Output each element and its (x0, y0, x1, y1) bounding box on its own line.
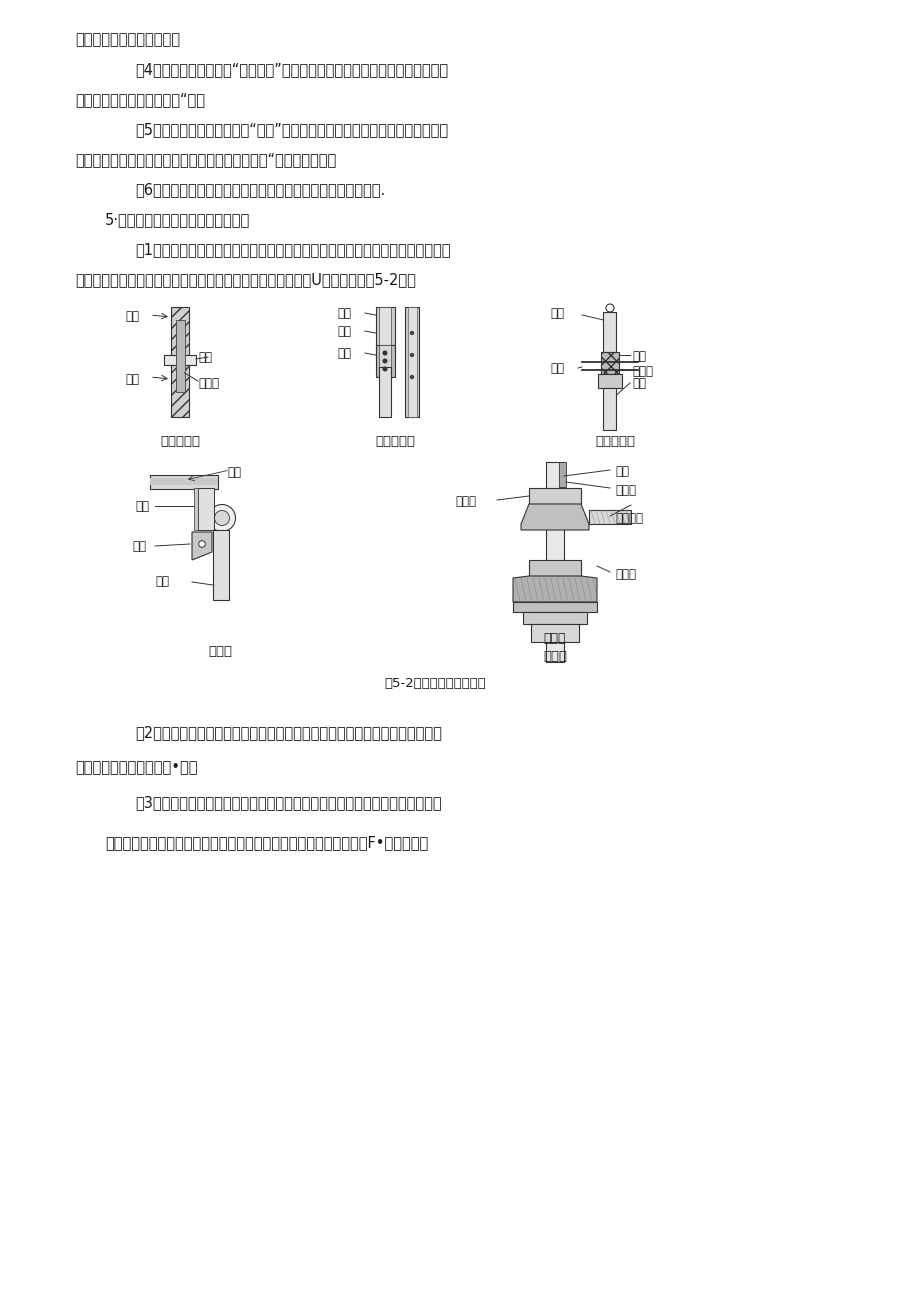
Bar (171, 307, 188, 359)
Bar (375, 307, 394, 359)
Circle shape (410, 376, 413, 379)
Text: 槽樱式: 槽樱式 (208, 645, 232, 658)
Text: 销杆: 销杆 (336, 347, 351, 360)
Bar (379, 367, 391, 418)
Text: 升降的悬空脚手架（其中实现整体提升者，也称为“整体提升脚手架: 升降的悬空脚手架（其中实现整体提升者，也称为“整体提升脚手架 (75, 152, 335, 167)
Bar (528, 559, 581, 576)
Text: 限位销: 限位销 (614, 484, 635, 497)
Text: 销子: 销子 (631, 350, 645, 363)
Bar (603, 312, 616, 353)
Text: 环套承接式: 环套承接式 (160, 435, 199, 448)
Text: 碗扣式: 碗扣式 (542, 650, 566, 664)
Text: 横杆: 横杆 (227, 466, 241, 479)
Text: （6）水平移动脚手架带行走装置的脚手架（段）或操作平台架.: （6）水平移动脚手架带行走装置的脚手架（段）或操作平台架. (135, 182, 385, 196)
Text: 图5-2承插连接构造的形式: 图5-2承插连接构造的形式 (384, 677, 485, 690)
Text: （2）扣接式脚手架使用扣件箍紧连接的脚手架，即靠拧紧扣件螺栓所产生的摩: （2）扣接式脚手架使用扣件箍紧连接的脚手架，即靠拧紧扣件螺栓所产生的摩 (135, 725, 441, 740)
Text: 内管: 内管 (336, 307, 351, 320)
Bar (164, 355, 196, 366)
Bar (528, 488, 581, 503)
Text: 上杆: 上杆 (125, 310, 139, 323)
Polygon shape (520, 503, 588, 530)
Circle shape (410, 332, 413, 334)
Text: （5）附着升降脚手架（简称“爬架”）附着于工程结构、依靠自身提升设备实现: （5）附着升降脚手架（简称“爬架”）附着于工程结构、依靠自身提升设备实现 (135, 122, 448, 137)
Text: 外管: 外管 (336, 325, 351, 338)
Polygon shape (192, 532, 211, 559)
Text: 当采用篮式作业架时，称为“吸篮: 当采用篮式作业架时，称为“吸篮 (75, 92, 205, 107)
Text: 套接销固式: 套接销固式 (375, 435, 414, 448)
Text: 调节划: 调节划 (631, 366, 652, 379)
Text: （4）悬吸脚手架（简称“吸脚手架”）悬吸于悬挑梁或工程结构之下的脚手架。: （4）悬吸脚手架（简称“吸脚手架”）悬吸于悬挑梁或工程结构之下的脚手架。 (135, 62, 448, 77)
Circle shape (214, 510, 229, 526)
Text: 连接棒: 连接棒 (198, 377, 219, 390)
Bar (603, 388, 616, 431)
Text: 螺旋销接式: 螺旋销接式 (595, 435, 634, 448)
Bar (404, 307, 418, 418)
Bar (559, 462, 565, 487)
Text: 立杆: 立杆 (614, 464, 629, 477)
Bar (198, 488, 214, 530)
Bar (176, 320, 185, 392)
Bar (194, 488, 198, 530)
Text: 手柄: 手柄 (550, 362, 563, 375)
Bar (375, 345, 394, 377)
Text: 下碗扣: 下碗扣 (614, 569, 635, 582)
Text: （3）销栓式脚手架采用对穿螺栓或销杆连接的脚手架，此种型式已很少使用。: （3）销栓式脚手架采用对穿螺栓或销杆连接的脚手架，此种型式已很少使用。 (135, 795, 441, 811)
Bar (213, 530, 229, 600)
Circle shape (383, 359, 386, 363)
Text: 体挑挂件上的定型脚手架。: 体挑挂件上的定型脚手架。 (75, 33, 180, 47)
Bar (522, 611, 586, 624)
Bar (530, 624, 578, 641)
Text: 下管: 下管 (631, 377, 645, 390)
Text: 环托: 环托 (198, 351, 211, 364)
Text: 式有插片和楷槽、插片和楷盘、插片和碗扣、套管与插头以及U形托挂等（图5-2）。: 式有插片和楷槽、插片和楷盘、插片和碗扣、套管与插头以及U形托挂等（图5-2）。 (75, 272, 415, 288)
Text: 横杆接如: 横杆接如 (614, 513, 642, 526)
Bar (171, 366, 188, 418)
Text: 碗扣式: 碗扣式 (543, 632, 565, 645)
Circle shape (410, 354, 413, 356)
Text: 上碗扣: 上碗扣 (455, 494, 475, 507)
Circle shape (199, 541, 205, 548)
Text: 下杆: 下杆 (125, 373, 139, 386)
Bar (407, 307, 416, 418)
Text: 插片: 插片 (135, 500, 149, 513)
Text: 上管: 上管 (550, 307, 563, 320)
Circle shape (209, 505, 235, 532)
Bar (150, 477, 218, 485)
Text: 此外，还按脚手架的材料划分为竹脚手架、木脚手架、钒管或金属脚F•架；按使用: 此外，还按脚手架的材料划分为竹脚手架、木脚手架、钒管或金属脚F•架；按使用 (105, 835, 427, 850)
Bar (150, 475, 218, 489)
Bar (379, 307, 391, 359)
Bar (588, 510, 630, 524)
Bar (545, 462, 563, 662)
Circle shape (383, 351, 386, 355)
Bar (597, 373, 621, 388)
Text: （1）承插式脚手架在平杆与立杆之间采用承插连接的脚手架。常见的承插连接方: （1）承插式脚手架在平杆与立杆之间采用承插连接的脚手架。常见的承插连接方 (135, 242, 450, 258)
Text: 立杆: 立杆 (154, 575, 169, 588)
Text: 擦作用构架和承载的脚手•架。: 擦作用构架和承载的脚手•架。 (75, 760, 198, 775)
Bar (513, 602, 596, 611)
Polygon shape (513, 576, 596, 602)
Text: 5·按脚手架平、立杆的连接方式划分: 5·按脚手架平、立杆的连接方式划分 (105, 212, 250, 226)
Bar (600, 353, 618, 373)
Circle shape (383, 367, 386, 371)
Bar (379, 345, 391, 377)
Text: 桷槽: 桷槽 (131, 540, 146, 553)
